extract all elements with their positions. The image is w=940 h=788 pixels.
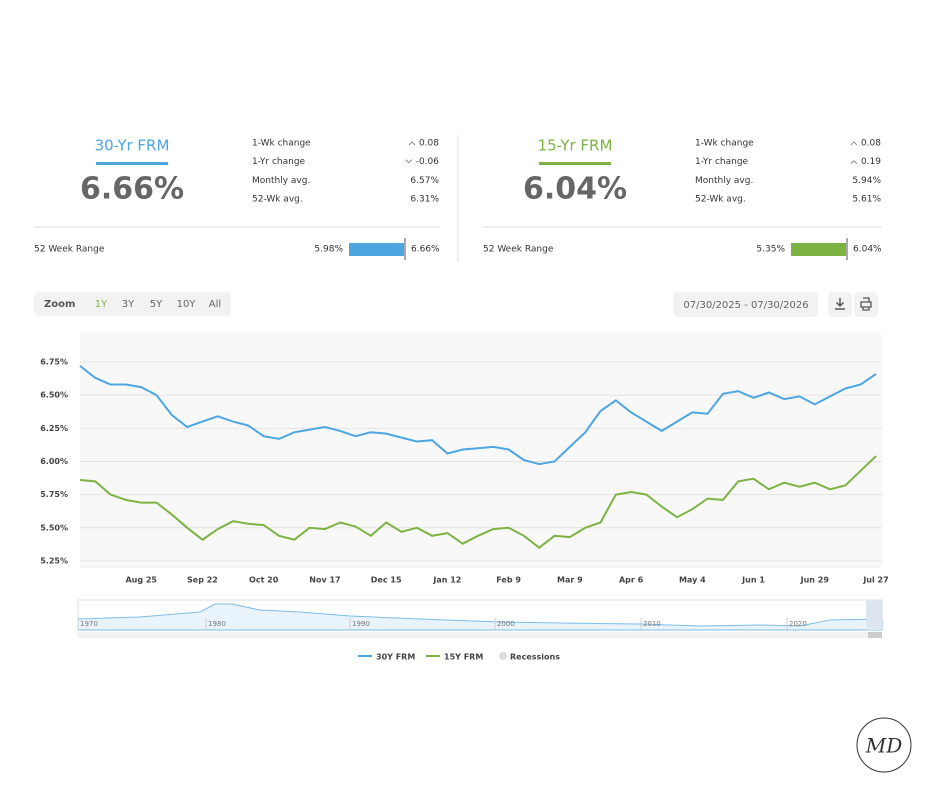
x-tick-label: May 4 xyxy=(679,576,706,585)
change-arrow xyxy=(405,159,412,164)
rate: 6.66% xyxy=(80,172,184,207)
range-bar xyxy=(349,243,404,256)
panel-title: 30-Yr FRM xyxy=(95,137,170,155)
zoom-button[interactable]: 10Y xyxy=(177,299,197,310)
series-line xyxy=(79,455,877,549)
zoom-button[interactable]: 5Y xyxy=(150,299,163,310)
series-line xyxy=(79,365,877,466)
zoom-button[interactable]: All xyxy=(209,299,221,310)
watermark-initials: MD xyxy=(865,734,903,758)
y-tick-label: 6.00% xyxy=(40,457,68,466)
stat-value: 5.94% xyxy=(852,176,881,186)
rate: 6.04% xyxy=(523,172,627,207)
x-tick-label: Jul 27 xyxy=(862,576,888,585)
range-bar xyxy=(791,243,846,256)
x-tick-label: Nov 17 xyxy=(309,576,340,585)
watermark-logo xyxy=(856,717,912,773)
stat-value: 6.31% xyxy=(410,195,439,205)
y-tick-label: 5.50% xyxy=(40,523,68,532)
x-tick-label: Jun 29 xyxy=(800,576,830,585)
legend-label[interactable]: 30Y FRM xyxy=(376,653,415,662)
y-tick-label: 6.25% xyxy=(40,424,68,433)
stat-label: 1-Wk change xyxy=(252,139,311,149)
range-high: 6.66% xyxy=(411,245,440,255)
zoom-bar xyxy=(34,292,231,316)
stat-label: 1-Yr change xyxy=(252,157,306,167)
stat-label: 1-Wk change xyxy=(695,139,754,149)
legend-label[interactable]: Recessions xyxy=(510,653,560,662)
download-icon xyxy=(835,298,845,310)
print-button[interactable] xyxy=(854,292,878,317)
stat-value: 0.08 xyxy=(861,139,881,149)
navigator-year: 2000 xyxy=(497,620,515,628)
navigator-year: 1970 xyxy=(80,620,98,628)
navigator-window[interactable] xyxy=(866,600,882,630)
range-label: 52 Week Range xyxy=(34,245,105,255)
navigator-year: 1980 xyxy=(208,620,226,628)
title-underline xyxy=(539,162,611,165)
zoom-button[interactable]: 3Y xyxy=(122,299,135,310)
y-tick-label: 5.75% xyxy=(40,490,68,499)
navigator-scrollbar[interactable] xyxy=(78,632,882,638)
range-label: 52 Week Range xyxy=(483,245,554,255)
navigator-year: 2020 xyxy=(789,620,807,628)
x-tick-label: Sep 22 xyxy=(187,576,218,585)
plot-area xyxy=(80,333,882,568)
navigator-year: 2010 xyxy=(643,620,661,628)
x-tick-label: Feb 9 xyxy=(496,576,521,585)
range-low: 5.98% xyxy=(314,245,343,255)
scrollbar-thumb[interactable] xyxy=(868,632,882,638)
stat-value: 0.08 xyxy=(419,139,439,149)
print-icon xyxy=(860,297,872,311)
range-low: 5.35% xyxy=(756,245,785,255)
stat-value: 0.19 xyxy=(861,157,881,167)
change-arrow xyxy=(408,141,416,146)
panel-title: 15-Yr FRM xyxy=(538,137,613,155)
stat-value: 5.61% xyxy=(852,195,881,205)
date-range-box[interactable] xyxy=(673,292,818,317)
stat-label: 52-Wk avg. xyxy=(695,195,746,205)
range-high: 6.04% xyxy=(853,245,882,255)
x-tick-label: Apr 6 xyxy=(619,576,644,585)
x-tick-label: Oct 20 xyxy=(249,576,279,585)
x-tick-label: Jan 12 xyxy=(432,576,461,585)
stat-value: -0.06 xyxy=(416,157,440,167)
x-tick-label: Jun 1 xyxy=(741,576,765,585)
x-tick-label: Aug 25 xyxy=(125,576,157,585)
zoom-button[interactable]: 1Y xyxy=(95,299,108,310)
stat-label: Monthly avg. xyxy=(695,176,753,186)
legend-label[interactable]: 15Y FRM xyxy=(444,653,483,662)
zoom-label: Zoom xyxy=(44,299,75,310)
stat-label: Monthly avg. xyxy=(252,176,310,186)
stat-label: 52-Wk avg. xyxy=(252,195,303,205)
date-range: 07/30/2025 - 07/30/2026 xyxy=(683,300,808,311)
x-tick-label: Mar 9 xyxy=(557,576,583,585)
y-tick-label: 5.25% xyxy=(40,556,68,565)
title-underline xyxy=(96,162,168,165)
legend-swatch[interactable] xyxy=(499,652,507,660)
stat-label: 1-Yr change xyxy=(695,157,749,167)
y-tick-label: 6.75% xyxy=(40,357,68,366)
x-tick-label: Dec 15 xyxy=(371,576,402,585)
change-arrow xyxy=(850,141,858,146)
change-arrow xyxy=(850,160,858,164)
y-tick-label: 6.50% xyxy=(40,391,68,400)
navigator-year: 1990 xyxy=(352,620,370,628)
stat-value: 6.57% xyxy=(410,176,439,186)
